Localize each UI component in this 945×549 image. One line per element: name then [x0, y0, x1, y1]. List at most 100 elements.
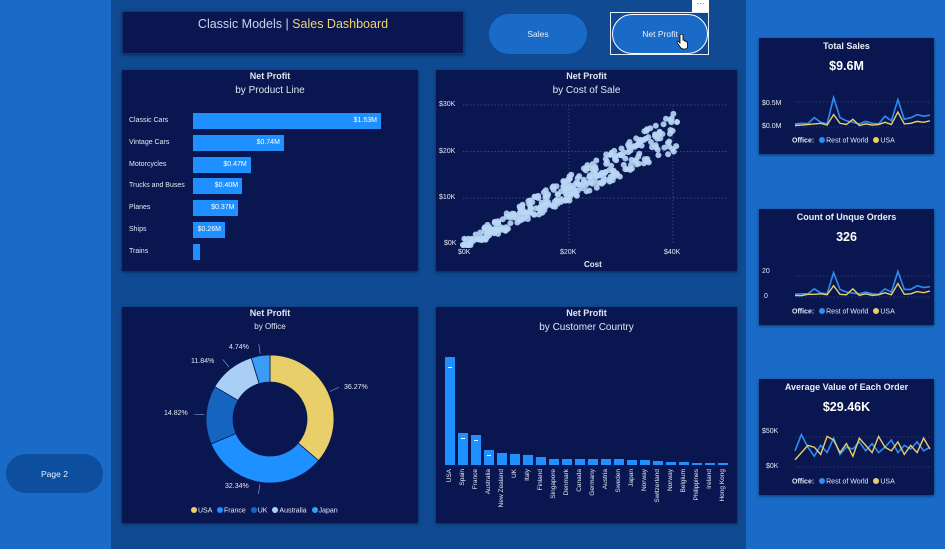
scatter-point[interactable]	[516, 203, 523, 210]
scatter-point[interactable]	[541, 207, 548, 214]
scatter-point[interactable]	[560, 183, 567, 190]
series-usa[interactable]	[794, 282, 931, 297]
scatter-point[interactable]	[655, 152, 662, 159]
scatter-point[interactable]	[566, 175, 573, 182]
page2-button[interactable]: Page 2	[6, 454, 103, 493]
scatter-point[interactable]	[544, 198, 551, 205]
scatter-point[interactable]	[602, 176, 609, 183]
scatter-point[interactable]	[521, 209, 528, 216]
country-bar[interactable]	[510, 454, 520, 465]
more-options-icon[interactable]: ···	[692, 0, 709, 12]
country-bar[interactable]	[497, 453, 507, 465]
scatter-point[interactable]	[609, 177, 616, 184]
scatter-point[interactable]	[627, 161, 634, 168]
scatter-point[interactable]	[604, 158, 611, 165]
country-bar[interactable]	[653, 460, 663, 465]
scatter-point[interactable]	[667, 127, 674, 133]
series-rest-of-world[interactable]	[794, 94, 931, 125]
scatter-point[interactable]	[652, 133, 659, 140]
country-bar[interactable]	[692, 462, 702, 465]
scatter-point[interactable]	[507, 212, 513, 219]
scatter-point[interactable]	[657, 135, 664, 142]
scatter-point[interactable]	[649, 144, 655, 151]
scatter-point[interactable]	[536, 205, 543, 212]
series-rest-of-world[interactable]	[794, 432, 931, 458]
donut-slice[interactable]	[210, 432, 320, 484]
scatter-point[interactable]	[597, 179, 604, 186]
country-bar[interactable]	[718, 462, 728, 465]
product-line-bar[interactable]	[193, 134, 284, 151]
scatter-point[interactable]	[555, 191, 561, 198]
country-bar[interactable]	[614, 458, 624, 465]
scatter-point[interactable]	[620, 149, 627, 156]
scatter-point[interactable]	[583, 188, 590, 195]
scatter-point[interactable]	[573, 192, 580, 198]
scatter-point[interactable]	[527, 206, 534, 213]
scatter-point[interactable]	[486, 224, 493, 231]
scatter-point[interactable]	[674, 119, 680, 125]
scatter-point[interactable]	[665, 151, 672, 158]
scatter-point[interactable]	[635, 160, 642, 167]
scatter-point[interactable]	[640, 160, 647, 167]
scatter-point[interactable]	[622, 155, 629, 162]
scatter-point[interactable]	[527, 197, 534, 204]
scatter-point[interactable]	[538, 199, 545, 206]
scatter-point[interactable]	[577, 181, 584, 188]
scatter-point[interactable]	[569, 182, 576, 189]
scatter-point[interactable]	[544, 193, 551, 200]
product-line-bar[interactable]	[193, 200, 239, 217]
scatter-point[interactable]	[576, 173, 583, 180]
scatter-point[interactable]	[628, 156, 635, 163]
scatter-point[interactable]	[622, 166, 629, 173]
scatter-point[interactable]	[660, 121, 667, 128]
scatter-point[interactable]	[668, 115, 675, 122]
country-bar[interactable]	[549, 458, 559, 465]
scatter-point[interactable]	[669, 146, 676, 153]
scatter-point[interactable]	[481, 228, 488, 235]
scatter-point[interactable]	[603, 151, 610, 158]
scatter-point[interactable]	[625, 149, 632, 156]
scatter-point[interactable]	[524, 216, 531, 222]
country-bar[interactable]	[640, 459, 650, 465]
country-bar[interactable]	[627, 459, 637, 465]
scatter-point[interactable]	[648, 139, 654, 145]
scatter-point[interactable]	[530, 211, 537, 218]
scatter-point[interactable]	[586, 174, 593, 181]
country-bar[interactable]	[523, 455, 533, 465]
country-bar[interactable]	[536, 457, 546, 465]
scatter-point[interactable]	[467, 239, 474, 246]
donut-slice[interactable]	[250, 354, 271, 385]
series-rest-of-world[interactable]	[794, 268, 931, 296]
donut-slice[interactable]	[269, 354, 335, 462]
product-line-bar[interactable]	[193, 156, 251, 173]
country-bar[interactable]	[705, 462, 715, 465]
scatter-point[interactable]	[611, 147, 618, 154]
country-bar[interactable]	[484, 449, 494, 465]
scatter-point[interactable]	[665, 139, 671, 146]
product-line-bar[interactable]	[193, 243, 200, 260]
scatter-point[interactable]	[491, 230, 498, 237]
scatter-point[interactable]	[495, 218, 502, 225]
net-profit-button[interactable]: Net Profit	[612, 14, 708, 54]
sales-button[interactable]: Sales	[489, 14, 587, 54]
product-line-bar[interactable]	[193, 113, 381, 129]
country-bar[interactable]	[666, 461, 676, 465]
series-usa[interactable]	[794, 434, 931, 461]
scatter-point[interactable]	[642, 135, 649, 142]
scatter-point[interactable]	[656, 128, 663, 135]
scatter-point[interactable]	[625, 141, 632, 148]
scatter-point[interactable]	[553, 183, 560, 190]
scatter-point[interactable]	[503, 224, 510, 231]
scatter-point[interactable]	[593, 184, 600, 191]
scatter-point[interactable]	[562, 190, 569, 197]
scatter-point[interactable]	[591, 167, 598, 174]
product-line-bar[interactable]	[193, 178, 243, 195]
scatter-point[interactable]	[580, 165, 587, 172]
scatter-point[interactable]	[461, 235, 468, 242]
scatter-point[interactable]	[560, 178, 567, 185]
scatter-point[interactable]	[514, 219, 521, 226]
country-bar[interactable]	[562, 458, 572, 465]
scatter-point[interactable]	[614, 171, 621, 178]
scatter-point[interactable]	[670, 110, 677, 117]
scatter-point[interactable]	[460, 242, 466, 248]
